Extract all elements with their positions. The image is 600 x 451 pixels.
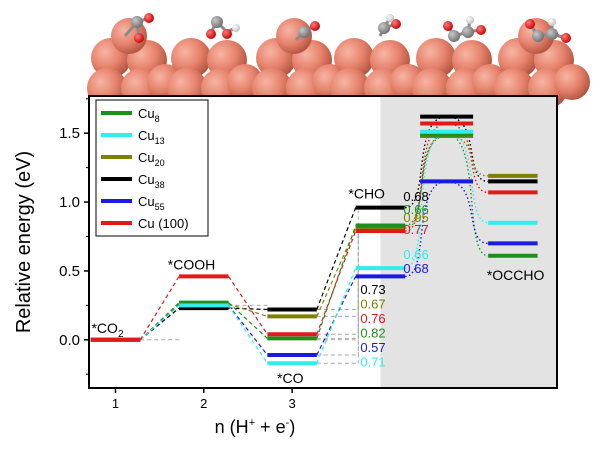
carbon-atom — [546, 28, 558, 40]
y-tick-label: 1.0 — [59, 194, 80, 211]
oxygen-atom — [144, 13, 154, 23]
copper-atom — [171, 38, 211, 78]
connector-line — [228, 304, 268, 356]
carbon-atom — [211, 16, 223, 28]
connector-line — [228, 276, 268, 335]
y-tick-label: 0.5 — [59, 263, 80, 280]
legend-label: Cu (100) — [138, 216, 189, 231]
connector-line — [228, 302, 268, 339]
hydrogen-atom — [232, 24, 240, 32]
carbon-atom — [131, 16, 143, 28]
oxygen-atom — [391, 19, 401, 29]
copper-atom — [416, 38, 456, 78]
axes: 1 2 3 0.0 0.5 1.0 1.5 Relative energy (eV) n (H+… — [13, 98, 296, 437]
barrier-label: 0.76 — [360, 311, 385, 326]
hydrogen-atom — [548, 18, 556, 26]
hydrogen-atom — [466, 16, 474, 24]
x-axis-label: n (H+ + e-) — [215, 417, 296, 437]
carbon-atom — [448, 30, 460, 42]
state-label: *CO — [277, 370, 304, 386]
hydrogen-atom — [386, 14, 394, 22]
x-tick-label: 2 — [200, 396, 207, 411]
coupling-barrier-label: 0.68 — [403, 261, 428, 276]
barrier-label: 0.71 — [360, 355, 385, 370]
barrier-label: 0.67 — [360, 297, 385, 312]
coupling-barrier-label: 0.95 — [403, 210, 428, 225]
x-tick-label: 3 — [288, 396, 295, 411]
oxygen-atom — [222, 29, 232, 39]
legend-label: Cu8 — [138, 106, 160, 124]
carbon-atom — [298, 26, 310, 38]
connector-line — [316, 267, 357, 364]
copper-atom — [334, 38, 374, 78]
oxygen-atom — [561, 33, 571, 43]
coupling-barrier-label: 0.77 — [403, 222, 428, 237]
legend-label: Cu38 — [138, 172, 165, 190]
barrier-label: 0.73 — [360, 282, 385, 297]
state-label: *CHO — [348, 186, 385, 202]
connector-line — [316, 225, 357, 339]
x-tick-label: 1 — [112, 396, 119, 411]
barrier-label: 0.82 — [360, 326, 385, 341]
y-tick-label: 0.0 — [59, 332, 80, 349]
connector-line — [139, 276, 180, 341]
coupling-barrier-label: 0.68 — [403, 189, 428, 204]
y-axis-label: Relative energy (eV) — [13, 151, 35, 333]
carbon-atom — [462, 26, 474, 38]
connector-line — [139, 304, 180, 341]
oxygen-atom — [134, 33, 144, 43]
y-tick-label: 1.5 — [59, 125, 80, 142]
coupling-barrier-label: 0.66 — [403, 247, 428, 262]
oxygen-atom — [525, 19, 535, 29]
coupling-barrier-label: 0.66 — [403, 202, 428, 217]
carbon-atom — [532, 30, 544, 42]
legend-box — [95, 99, 209, 237]
legend-label: Cu20 — [138, 150, 165, 168]
oxygen-atom — [443, 21, 453, 31]
state-label: *OCCHO — [487, 267, 545, 283]
oxygen-atom — [310, 21, 320, 31]
barrier-label: 0.57 — [360, 340, 385, 355]
legend-label: Cu13 — [138, 128, 165, 146]
plot-area — [90, 114, 538, 366]
ts-curve — [404, 131, 489, 269]
connector-line — [228, 305, 268, 364]
legend: Cu8 Cu13 Cu20 Cu38 Cu55 Cu (100) — [95, 99, 209, 237]
connector-line — [316, 230, 357, 335]
annotations: *CO2*COOH*CO*CHO*OCCHO0.730.670.760.820.… — [91, 186, 544, 387]
state-label: *CO2 — [91, 320, 123, 340]
ts-curve — [404, 115, 489, 209]
legend-label: Cu55 — [138, 194, 165, 212]
copper-atom — [554, 64, 590, 100]
oxygen-atom — [476, 25, 486, 35]
oxygen-atom — [206, 29, 216, 39]
state-label: *COOH — [168, 256, 215, 272]
plot-frame — [88, 95, 558, 389]
adsorbate-structure-images — [87, 13, 590, 108]
carbon-atom — [378, 22, 390, 34]
